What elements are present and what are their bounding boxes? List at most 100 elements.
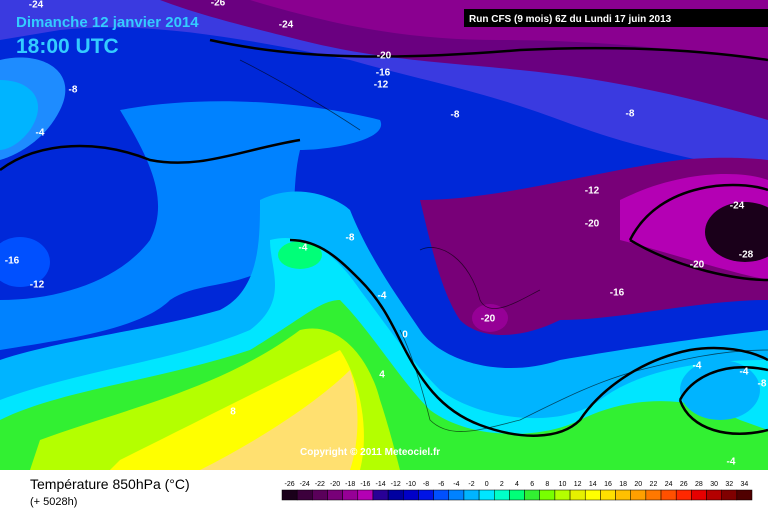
contour-label: 8 bbox=[230, 407, 236, 418]
scale-label: -4 bbox=[453, 481, 459, 488]
scale-label: 16 bbox=[604, 481, 612, 488]
scale-label: 24 bbox=[665, 481, 673, 488]
scale-label: 32 bbox=[725, 481, 733, 488]
scale-label: 26 bbox=[680, 481, 688, 488]
color-swatch bbox=[645, 489, 662, 501]
color-swatch bbox=[691, 489, 707, 501]
color-swatch bbox=[721, 489, 738, 501]
color-swatch bbox=[630, 489, 647, 501]
contour-label: -12 bbox=[585, 186, 600, 197]
contour-label: -16 bbox=[610, 288, 625, 299]
contour-label: -24 bbox=[29, 0, 44, 11]
scale-label: -22 bbox=[315, 481, 325, 488]
color-swatch bbox=[327, 489, 343, 501]
contour-label: -20 bbox=[585, 219, 600, 230]
scale-label: -12 bbox=[391, 481, 401, 488]
scale-label: -16 bbox=[360, 481, 370, 488]
scale-label: -26 bbox=[285, 481, 295, 488]
color-scale: -26 -24 -22 -20 -18 -16 -14 -12 -10 -8 -6 -4 -2 0 2 4 6 8… bbox=[281, 481, 753, 501]
time-label: 18:00 UTC bbox=[16, 35, 119, 58]
color-swatch bbox=[569, 489, 586, 501]
lead-time: (+ 5028h) bbox=[30, 496, 77, 508]
contour-label: -4 bbox=[740, 367, 749, 378]
contour-lines bbox=[0, 38, 768, 437]
scale-label: 4 bbox=[515, 481, 519, 488]
scale-label: 10 bbox=[559, 481, 567, 488]
contour-label: -4 bbox=[693, 361, 702, 372]
color-swatch bbox=[539, 489, 556, 501]
contour-label: -12 bbox=[30, 280, 45, 291]
scale-label: 18 bbox=[619, 481, 627, 488]
date-label: Dimanche 12 janvier 2014 bbox=[16, 14, 199, 31]
scale-label: 0 bbox=[485, 481, 489, 488]
color-swatch bbox=[675, 489, 692, 501]
coastlines bbox=[239, 59, 768, 432]
contour-label: -16 bbox=[376, 68, 391, 79]
color-swatch bbox=[372, 489, 389, 501]
scale-label: -10 bbox=[406, 481, 416, 488]
color-swatch bbox=[615, 489, 631, 501]
color-swatch bbox=[357, 489, 374, 501]
contour-label: -8 bbox=[69, 85, 78, 96]
contour-label: -26 bbox=[211, 0, 226, 9]
scale-label: 22 bbox=[650, 481, 658, 488]
color-swatch bbox=[736, 489, 753, 501]
contour-label: -4 bbox=[727, 457, 736, 468]
scale-label: -14 bbox=[375, 481, 385, 488]
color-swatch bbox=[387, 489, 404, 501]
scale-label: 28 bbox=[695, 481, 703, 488]
color-swatch bbox=[494, 489, 510, 501]
contour-label: -28 bbox=[739, 250, 754, 261]
color-swatch bbox=[584, 489, 601, 501]
color-swatch bbox=[600, 489, 616, 501]
scale-label: -18 bbox=[345, 481, 355, 488]
contour-label: -24 bbox=[730, 201, 745, 212]
run-label: Run CFS (9 mois) 6Z du Lundi 17 juin 201… bbox=[469, 14, 672, 25]
contour-label: -16 bbox=[5, 256, 20, 267]
scale-label: -24 bbox=[300, 481, 310, 488]
contour-label: -8 bbox=[758, 379, 767, 390]
color-swatch bbox=[403, 489, 419, 501]
color-swatch bbox=[418, 489, 434, 501]
run-box bbox=[464, 9, 768, 27]
color-swatch bbox=[448, 489, 465, 501]
color-swatch bbox=[342, 489, 359, 501]
color-swatch bbox=[296, 489, 313, 501]
scale-label: 12 bbox=[574, 481, 582, 488]
color-swatch bbox=[554, 489, 571, 501]
scale-label: -8 bbox=[423, 481, 429, 488]
scale-label: 34 bbox=[741, 481, 749, 488]
scale-label: 8 bbox=[545, 481, 549, 488]
contour-label: -20 bbox=[377, 51, 392, 62]
color-swatch bbox=[660, 489, 677, 501]
contour-label: -20 bbox=[690, 260, 705, 271]
scale-label: 14 bbox=[589, 481, 597, 488]
contour-label: -24 bbox=[279, 20, 294, 31]
footer-title: Température 850hPa (°C) bbox=[30, 476, 190, 492]
color-swatch bbox=[433, 489, 450, 501]
scale-label: 30 bbox=[710, 481, 718, 488]
scale-label: -2 bbox=[468, 481, 474, 488]
contour-label: 0 bbox=[402, 330, 408, 341]
contour-label: -8 bbox=[346, 233, 355, 244]
scale-label: 20 bbox=[634, 481, 642, 488]
color-swatch bbox=[524, 489, 540, 501]
scale-label: -20 bbox=[330, 481, 340, 488]
color-swatch bbox=[509, 489, 525, 501]
contour-label: -4 bbox=[299, 243, 308, 254]
contour-labels: -24 -26-24-20-16-12-8-4-8 -8-12-24-20-16-1… bbox=[5, 0, 767, 468]
contour-label: -8 bbox=[626, 109, 635, 120]
contour-label: -8 bbox=[451, 110, 460, 121]
color-swatch bbox=[281, 489, 298, 501]
scale-label: 2 bbox=[500, 481, 504, 488]
scale-label: -6 bbox=[438, 481, 444, 488]
copyright: Copyright © 2011 Meteociel.fr bbox=[300, 447, 440, 458]
color-swatch bbox=[463, 489, 480, 501]
scale-label: 6 bbox=[530, 481, 534, 488]
contour-label: -12 bbox=[374, 80, 389, 91]
color-swatch bbox=[706, 489, 722, 501]
contour-label: -20 bbox=[481, 314, 496, 325]
contour-label: 4 bbox=[379, 370, 385, 381]
contour-label: -4 bbox=[378, 291, 387, 302]
